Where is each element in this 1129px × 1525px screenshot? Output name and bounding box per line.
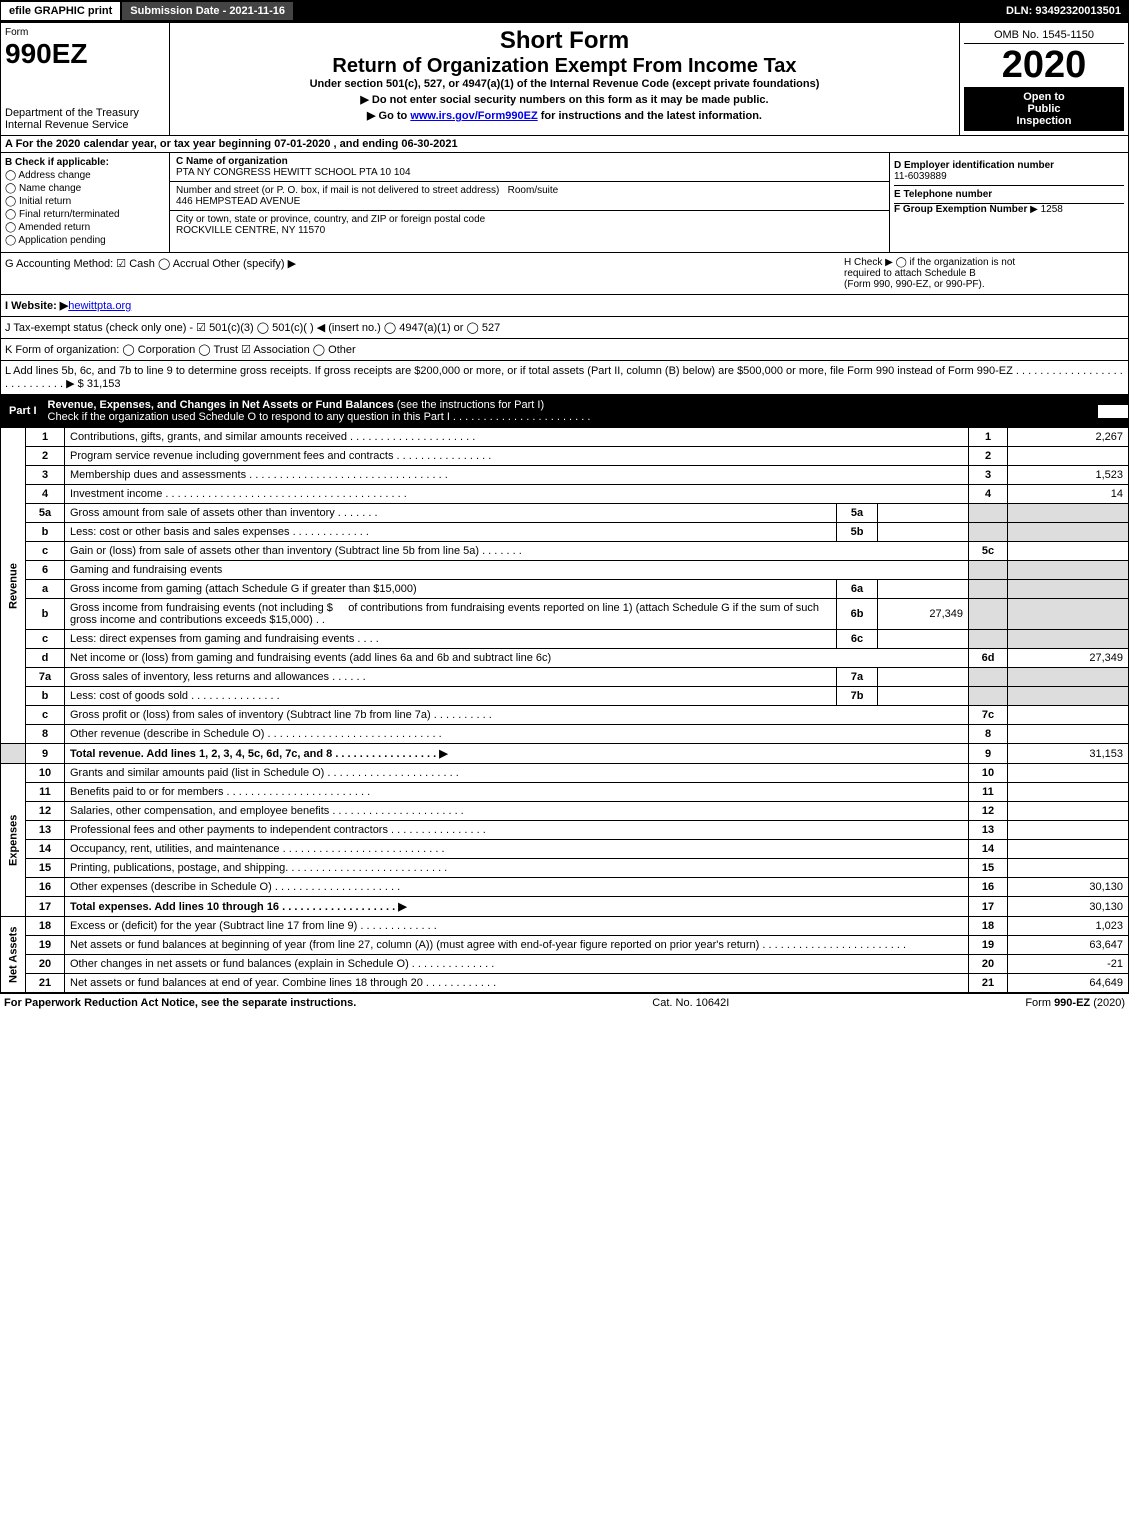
section-b: B Check if applicable: ◯ Address change … [1,153,170,252]
dln: DLN: 93492320013501 [998,2,1129,20]
section-h: H Check ▶ ◯ if the organization is not r… [844,257,1124,290]
org-address-row: Number and street (or P. O. box, if mail… [170,182,889,211]
line-21: 21Net assets or fund balances at end of … [1,974,1129,993]
section-a-tax-year: A For the 2020 calendar year, or tax yea… [0,136,1129,153]
omb-number: OMB No. 1545-1150 [964,27,1124,44]
tax-year: 2020 [964,44,1124,87]
section-e: E Telephone number [894,186,1124,204]
line-3: 3Membership dues and assessments . . . .… [1,466,1129,485]
line-18: Net Assets 18Excess or (deficit) for the… [1,917,1129,936]
section-f: F Group Exemption Number ▶ 1258 [894,204,1124,215]
section-def: D Employer identification number 11-6039… [889,153,1128,252]
line-1: Revenue 1 Contributions, gifts, grants, … [1,428,1129,447]
return-title: Return of Organization Exempt From Incom… [174,55,955,78]
section-l: L Add lines 5b, 6c, and 7b to line 9 to … [0,361,1129,395]
netassets-side-label: Net Assets [1,917,26,993]
website-link[interactable]: hewittpta.org [68,300,131,312]
part-1-title: Revenue, Expenses, and Changes in Net As… [45,396,1098,426]
line-2: 2Program service revenue including gover… [1,447,1129,466]
part-1-checkbox[interactable]: ☑ [1098,405,1128,418]
line-17: 17Total expenses. Add lines 10 through 1… [1,897,1129,917]
line-19: 19Net assets or fund balances at beginni… [1,936,1129,955]
footer-left: For Paperwork Reduction Act Notice, see … [4,997,356,1009]
line-5c: cGain or (loss) from sale of assets othe… [1,542,1129,561]
line-6a: aGross income from gaming (attach Schedu… [1,580,1129,599]
line-6d: dNet income or (loss) from gaming and fu… [1,649,1129,668]
revenue-side-label: Revenue [1,428,26,744]
check-final-return[interactable]: ◯ Final return/terminated [5,209,165,220]
check-name-change[interactable]: ◯ Name change [5,183,165,194]
section-d: D Employer identification number 11-6039… [894,157,1124,186]
line-5b: bLess: cost or other basis and sales exp… [1,523,1129,542]
section-i: I Website: ▶hewittpta.org [0,295,1129,317]
line-7a: 7aGross sales of inventory, less returns… [1,668,1129,687]
line-13: 13Professional fees and other payments t… [1,821,1129,840]
section-g-h: G Accounting Method: ☑ Cash ◯ Accrual Ot… [0,253,1129,295]
line-7b: bLess: cost of goods sold . . . . . . . … [1,687,1129,706]
header-bar: efile GRAPHIC print Submission Date - 20… [0,0,1129,22]
section-j: J Tax-exempt status (check only one) - ☑… [0,317,1129,339]
goto-link[interactable]: ▶ Go to www.irs.gov/Form990EZ for instru… [174,109,955,122]
check-amended[interactable]: ◯ Amended return [5,222,165,233]
efile-print-button[interactable]: efile GRAPHIC print [0,1,121,21]
lines-table: Revenue 1 Contributions, gifts, grants, … [0,427,1129,993]
line-9: 9Total revenue. Add lines 1, 2, 3, 4, 5c… [1,744,1129,764]
line-4: 4Investment income . . . . . . . . . . .… [1,485,1129,504]
line-8: 8Other revenue (describe in Schedule O) … [1,725,1129,744]
line-6c: cLess: direct expenses from gaming and f… [1,630,1129,649]
submission-date: Submission Date - 2021-11-16 [121,1,294,21]
gross-receipts-value: 31,153 [87,378,121,390]
form-title-block: Short Form Return of Organization Exempt… [170,23,960,135]
short-form-title: Short Form [174,27,955,55]
section-b-title: B Check if applicable: [5,157,165,168]
section-c: C Name of organization PTA NY CONGRESS H… [170,153,889,252]
org-name-row: C Name of organization PTA NY CONGRESS H… [170,153,889,182]
footer: For Paperwork Reduction Act Notice, see … [0,993,1129,1012]
line-11: 11Benefits paid to or for members . . . … [1,783,1129,802]
part-1-header: Part I Revenue, Expenses, and Changes in… [0,395,1129,427]
footer-form: Form 990-EZ (2020) [1025,997,1125,1009]
check-initial-return[interactable]: ◯ Initial return [5,196,165,207]
form-id-block: Form 990EZ Department of the Treasury In… [1,23,170,135]
group-exemption-value: ▶ 1258 [1030,204,1063,215]
expenses-side-label: Expenses [1,764,26,917]
form-top: Form 990EZ Department of the Treasury In… [0,22,1129,136]
form-label: Form [5,27,165,38]
ein-value: 11-6039889 [894,171,947,182]
dept-treasury: Department of the Treasury Internal Reve… [5,107,165,131]
under-section: Under section 501(c), 527, or 4947(a)(1)… [174,78,955,90]
line-6b: bGross income from fundraising events (n… [1,599,1129,630]
line-16: 16Other expenses (describe in Schedule O… [1,878,1129,897]
line-14: 14Occupancy, rent, utilities, and mainte… [1,840,1129,859]
line-7c: cGross profit or (loss) from sales of in… [1,706,1129,725]
section-k: K Form of organization: ◯ Corporation ◯ … [0,339,1129,361]
org-address: 446 HEMPSTEAD AVENUE [176,196,300,207]
line-15: 15Printing, publications, postage, and s… [1,859,1129,878]
line-10: Expenses 10Grants and similar amounts pa… [1,764,1129,783]
line-5a: 5aGross amount from sale of assets other… [1,504,1129,523]
line-20: 20Other changes in net assets or fund ba… [1,955,1129,974]
form-number: 990EZ [5,38,165,70]
org-city: ROCKVILLE CENTRE, NY 11570 [176,225,325,236]
section-g: G Accounting Method: ☑ Cash ◯ Accrual Ot… [5,257,296,290]
part-1-label: Part I [1,402,45,420]
open-to-public: Open to Public Inspection [964,87,1124,131]
info-grid: B Check if applicable: ◯ Address change … [0,153,1129,253]
form-right-block: OMB No. 1545-1150 2020 Open to Public In… [960,23,1128,135]
org-name: PTA NY CONGRESS HEWITT SCHOOL PTA 10 104 [176,167,411,178]
line-6: 6Gaming and fundraising events [1,561,1129,580]
org-city-row: City or town, state or province, country… [170,211,889,239]
line-12: 12Salaries, other compensation, and empl… [1,802,1129,821]
check-address-change[interactable]: ◯ Address change [5,170,165,181]
footer-cat: Cat. No. 10642I [652,997,729,1009]
check-pending[interactable]: ◯ Application pending [5,235,165,246]
no-ssn-note: ▶ Do not enter social security numbers o… [174,93,955,106]
